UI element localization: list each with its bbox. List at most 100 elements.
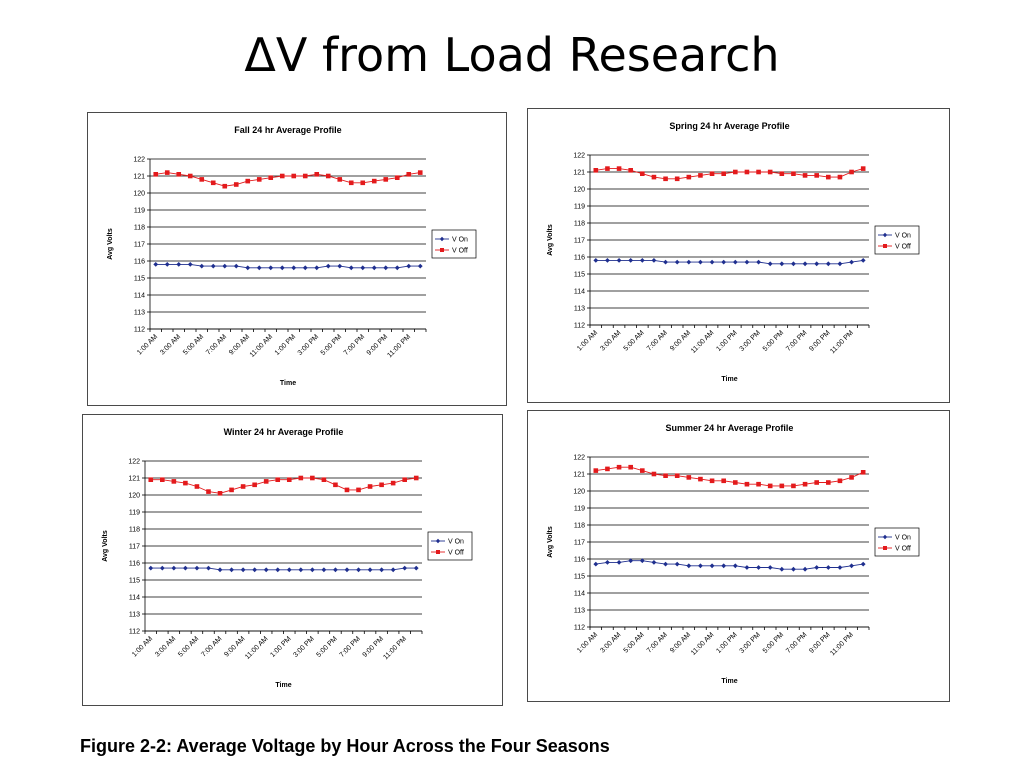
x-tick-label: 11:00 PM: [829, 631, 855, 657]
point-v-on: [791, 261, 796, 267]
y-tick-label: 117: [129, 544, 140, 551]
slide-title: ΔV from Load Research: [244, 28, 780, 82]
legend-v-on-marker: [882, 534, 888, 540]
x-tick-label: 5:00 AM: [177, 635, 200, 658]
point-v-off: [176, 172, 182, 177]
point-v-on: [199, 263, 205, 269]
point-v-off: [379, 482, 384, 488]
y-tick-label: 112: [129, 629, 140, 636]
point-v-on: [616, 258, 622, 263]
x-tick-label: 7:00 PM: [343, 333, 367, 357]
point-v-off: [837, 174, 843, 180]
y-tick-label: 118: [574, 221, 585, 228]
x-tick-label: 11:00 AM: [249, 333, 275, 359]
chart-title: Spring 24 hr Average Profile: [669, 121, 789, 131]
point-v-off: [674, 473, 680, 478]
x-tick-label: 1:00 AM: [576, 329, 599, 352]
legend-v-off-marker: [883, 546, 887, 550]
y-axis-label: Avg Volts: [102, 530, 109, 562]
point-v-off: [402, 477, 407, 482]
y-tick-label: 117: [574, 238, 585, 245]
point-v-off: [721, 478, 726, 484]
y-tick-label: 122: [133, 157, 145, 164]
point-v-on: [825, 565, 831, 570]
point-v-on: [263, 567, 269, 573]
point-v-off: [252, 482, 257, 488]
point-v-on: [709, 259, 715, 265]
point-v-on: [663, 259, 668, 265]
point-v-off: [721, 171, 726, 176]
y-tick-label: 115: [574, 574, 585, 581]
x-tick-label: 1:00 PM: [269, 635, 293, 659]
legend-box: [874, 527, 920, 557]
series-v-on-line: [595, 560, 864, 570]
legend-v-off-label: V Off: [452, 248, 468, 255]
point-v-on: [779, 261, 785, 267]
x-tick-label: 5:00 PM: [762, 631, 786, 655]
point-v-off: [826, 480, 831, 485]
point-v-off: [187, 173, 193, 179]
point-v-off: [222, 183, 228, 189]
point-v-off: [394, 175, 400, 180]
point-v-on: [860, 258, 866, 263]
point-v-on: [371, 265, 377, 271]
point-v-off: [194, 484, 200, 489]
point-v-off: [413, 475, 419, 481]
point-v-on: [674, 561, 680, 567]
point-v-on: [356, 567, 361, 573]
x-axis-label: Time: [275, 682, 291, 689]
point-v-off: [651, 471, 657, 477]
point-v-on: [605, 560, 610, 565]
point-v-on: [639, 258, 645, 263]
x-tick-label: 11:00 AM: [690, 631, 716, 657]
y-tick-label: 122: [128, 459, 140, 466]
point-v-on: [767, 261, 773, 267]
chart-title: Fall 24 hr Average Profile: [234, 125, 341, 135]
y-tick-label: 121: [573, 472, 585, 479]
y-tick-label: 122: [573, 455, 585, 462]
point-v-on: [849, 259, 854, 265]
chart-svg: Spring 24 hr Average Profile 112 113 114 115…: [547, 121, 920, 383]
point-v-off: [849, 169, 854, 175]
point-v-off: [171, 479, 177, 484]
x-tick-label: 5:00 AM: [182, 333, 205, 356]
point-v-off: [860, 166, 866, 171]
legend-v-on-marker: [882, 232, 888, 238]
legend-v-off-label: V Off: [895, 546, 911, 553]
point-v-off: [756, 481, 761, 487]
x-tick-label: 9:00 PM: [808, 631, 832, 655]
point-v-off: [217, 491, 223, 496]
point-v-off: [849, 475, 854, 480]
x-tick-label: 3:00 AM: [599, 631, 622, 654]
point-v-off: [767, 169, 773, 175]
point-v-on: [275, 567, 281, 573]
point-v-on: [744, 565, 750, 570]
series-v-off-line: [155, 172, 421, 187]
point-v-off: [298, 475, 304, 481]
point-v-on: [628, 258, 634, 263]
legend-v-off-marker: [883, 244, 887, 248]
y-tick-label: 121: [128, 476, 140, 483]
point-v-on: [367, 567, 373, 573]
chart-svg: Fall 24 hr Average Profile 112 113 114 115 11…: [107, 125, 477, 387]
x-tick-label: 5:00 AM: [623, 329, 646, 352]
y-tick-label: 112: [134, 327, 145, 334]
point-v-off: [302, 173, 308, 179]
point-v-on: [256, 265, 262, 271]
point-v-on: [314, 265, 320, 271]
point-v-off: [709, 478, 715, 484]
point-v-off: [698, 173, 703, 178]
point-v-on: [756, 565, 761, 570]
point-v-on: [390, 567, 396, 573]
point-v-on: [593, 258, 599, 263]
point-v-on: [240, 567, 246, 573]
point-v-off: [417, 170, 423, 175]
x-tick-label: 7:00 PM: [785, 329, 809, 353]
point-v-off: [279, 173, 285, 179]
point-v-off: [240, 484, 246, 489]
x-tick-label: 11:00 PM: [829, 329, 855, 355]
point-v-off: [756, 169, 761, 175]
point-v-on: [616, 560, 622, 565]
point-v-off: [263, 479, 269, 484]
point-v-off: [321, 477, 327, 482]
